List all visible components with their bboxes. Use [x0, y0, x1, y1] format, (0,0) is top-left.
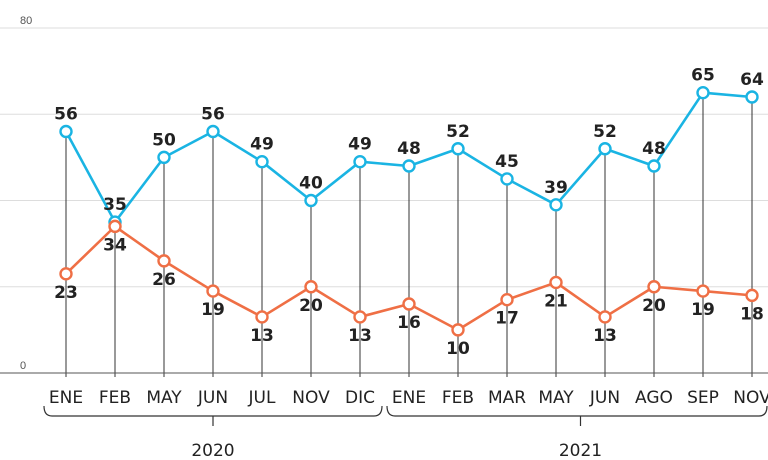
year-label: 2021 — [559, 441, 602, 460]
x-tick-label: DIC — [345, 388, 375, 408]
data-point — [206, 284, 220, 298]
data-point — [696, 284, 710, 298]
data-label: 13 — [250, 326, 274, 346]
data-label: 34 — [103, 235, 127, 255]
data-label: 26 — [152, 270, 176, 290]
data-point — [696, 85, 710, 100]
data-label: 40 — [299, 174, 323, 194]
x-tick-label: MAR — [488, 388, 526, 408]
y-axis: 0 80 — [20, 15, 32, 372]
x-tick-label: NOV — [292, 388, 330, 408]
grid-lines — [0, 27, 768, 288]
data-label: 39 — [544, 178, 568, 198]
x-tick-label: ENE — [49, 388, 83, 408]
data-label: 50 — [152, 130, 176, 150]
data-label: 20 — [642, 296, 666, 316]
data-point — [549, 198, 563, 212]
data-point — [451, 142, 465, 156]
data-label: 65 — [691, 66, 715, 86]
data-point — [255, 154, 269, 169]
data-label: 18 — [740, 304, 764, 324]
data-point — [745, 90, 759, 104]
year-groups: 2020 2021 — [43, 405, 768, 460]
data-point — [598, 310, 612, 324]
data-label: 64 — [740, 70, 764, 90]
data-point — [745, 288, 759, 303]
x-tick-label: FEB — [99, 388, 131, 408]
data-label: 13 — [348, 326, 372, 346]
data-point — [255, 310, 269, 324]
data-point — [304, 193, 318, 208]
drop-lines — [65, 92, 753, 377]
x-tick-label: AGO — [635, 388, 673, 408]
year-label: 2020 — [191, 441, 234, 460]
data-label: 23 — [54, 283, 78, 303]
data-label: 52 — [593, 122, 617, 142]
data-label: 17 — [495, 309, 519, 329]
x-tick-label: ENE — [392, 388, 426, 408]
y-tick-label: 80 — [20, 15, 32, 27]
data-point — [549, 275, 563, 290]
data-label: 45 — [495, 152, 519, 172]
data-point — [157, 150, 171, 165]
data-label: 20 — [299, 296, 323, 316]
x-tick-label: FEB — [442, 388, 474, 408]
data-label: 56 — [54, 105, 78, 125]
x-tick-label: NOV — [733, 388, 768, 408]
data-label: 48 — [642, 139, 666, 159]
data-point — [353, 154, 367, 169]
data-point — [353, 310, 367, 324]
data-label: 48 — [397, 139, 421, 159]
x-axis: ENE FEB MAY JUN JUL NOV DIC ENE FEB MAR MAY JUN AGO S… — [0, 372, 768, 408]
data-point — [402, 159, 416, 173]
series-layer — [59, 85, 759, 337]
data-point — [59, 124, 73, 139]
x-tick-label: MAY — [538, 388, 574, 408]
data-label: 16 — [397, 313, 421, 333]
data-point — [304, 280, 318, 294]
data-point — [108, 219, 122, 234]
data-label: 10 — [446, 339, 470, 359]
data-label: 13 — [593, 326, 617, 346]
data-label: 19 — [201, 300, 225, 320]
x-tick-label: JUN — [589, 388, 620, 408]
y-tick-label: 0 — [20, 360, 26, 372]
data-point — [59, 267, 73, 281]
data-point — [157, 254, 171, 268]
x-tick-label: JUL — [248, 388, 276, 408]
x-tick-label: MAY — [146, 388, 182, 408]
data-point — [598, 142, 612, 156]
data-point — [500, 172, 514, 186]
data-labels: 56 35 50 56 49 40 49 48 52 45 39 52 48 65 64 23 34 26 19 13… — [54, 66, 764, 359]
data-label: 19 — [691, 300, 715, 320]
data-label: 35 — [103, 195, 127, 215]
data-label: 49 — [348, 135, 372, 155]
data-point — [647, 159, 661, 173]
year-bracket — [386, 405, 768, 417]
x-tick-label: SEP — [687, 388, 719, 408]
data-label: 52 — [446, 122, 470, 142]
data-point — [647, 280, 661, 294]
data-label: 56 — [201, 105, 225, 125]
data-point — [206, 124, 220, 139]
data-point — [402, 297, 416, 311]
data-label: 21 — [544, 291, 568, 311]
data-label: 49 — [250, 135, 274, 155]
data-point — [451, 323, 465, 337]
x-tick-label: JUN — [197, 388, 228, 408]
data-point — [500, 292, 514, 307]
